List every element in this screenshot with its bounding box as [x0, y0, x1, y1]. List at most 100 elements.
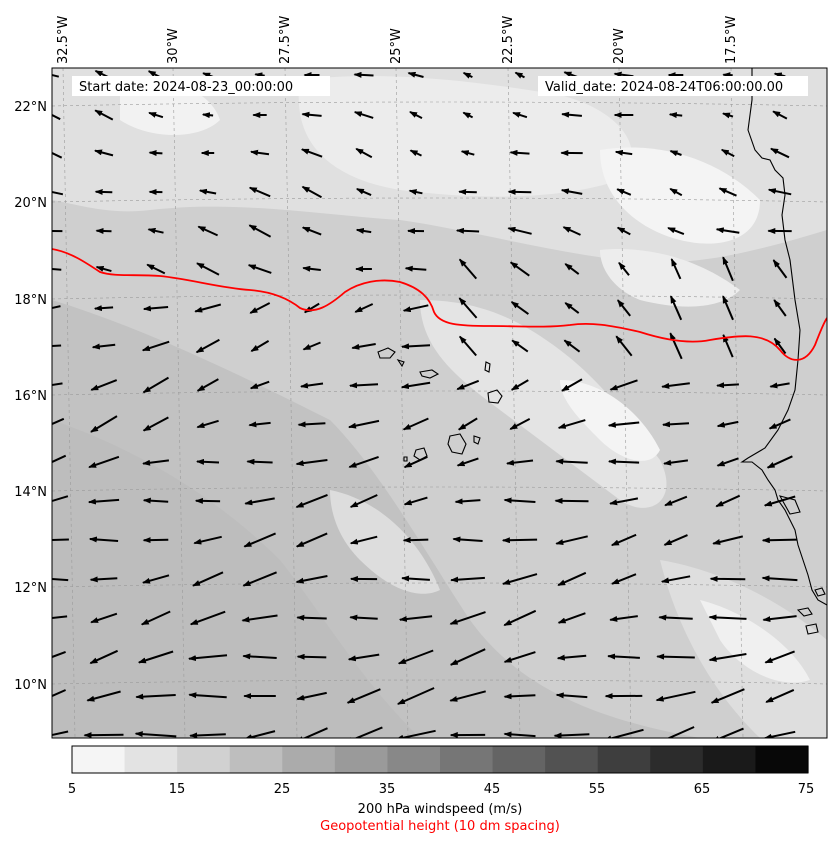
wind-arrow [563, 339, 581, 353]
meridian-line [62, 68, 76, 738]
wind-arrow [662, 421, 690, 428]
wind-arrow [142, 305, 169, 312]
wind-arrow [610, 533, 637, 547]
wind-arrow [52, 382, 63, 387]
wind-arrow [95, 227, 112, 234]
wind-arrow [449, 690, 486, 702]
wind-arrow [611, 573, 637, 585]
wind-arrow [302, 265, 321, 272]
wind-arrow [716, 457, 739, 467]
island-sao-vicente [396, 358, 405, 368]
wind-arrow [349, 535, 378, 545]
colorbar-frame [71, 745, 809, 774]
colorbar-swatch [492, 746, 546, 773]
lon-label: 22.5°W [501, 16, 516, 64]
graticule [52, 68, 827, 738]
wind-arrow [90, 379, 118, 391]
wind-arrow [763, 495, 796, 507]
wind-arrow [88, 536, 119, 543]
wind-arrow [449, 611, 486, 625]
wind-arrow [52, 417, 65, 426]
wind-arrow [142, 416, 169, 432]
wind-arrow [300, 148, 323, 158]
colorbar-swatch [702, 746, 757, 773]
wind-arrow [198, 188, 217, 195]
wind-arrow [511, 339, 529, 353]
wind-arrow [347, 653, 380, 662]
wind-arrow [86, 690, 121, 702]
wind-arrow [189, 610, 226, 626]
wind-arrow [89, 649, 119, 665]
wind-arrow [767, 188, 792, 196]
wind-arrow [715, 227, 740, 234]
wind-arrow [142, 376, 170, 394]
wind-arrow [609, 615, 638, 622]
wind-arrow [349, 382, 379, 389]
wind-arrow [773, 337, 787, 355]
wind-arrow [402, 537, 429, 544]
wind-arrow [708, 653, 747, 662]
wind-arrow [560, 188, 583, 195]
colorbar-swatch [229, 746, 283, 773]
colorbar-swatch [545, 746, 599, 773]
wind-arrow [720, 148, 735, 158]
wind-arrow [562, 226, 581, 236]
colorbar-swatch [440, 746, 494, 773]
wind-arrow [193, 535, 222, 545]
wind-arrow [242, 653, 277, 660]
colorbar-tick: 45 [484, 782, 501, 797]
wind-arrow [663, 534, 688, 546]
wind-arrow [607, 421, 640, 428]
wind-arrow [667, 226, 685, 236]
wind-arrow [301, 111, 322, 118]
wind-arrow [711, 727, 744, 738]
wind-arrow [89, 576, 118, 583]
wind-arrow [409, 111, 423, 119]
wind-vectors [52, 69, 798, 738]
wind-arrow [90, 612, 118, 624]
wind-arrow [52, 190, 64, 196]
wind-arrow [655, 690, 696, 702]
wind-arrow [52, 730, 69, 737]
wind-arrow [248, 186, 271, 198]
wind-arrow [407, 71, 424, 78]
meridian-line [172, 68, 186, 738]
wind-arrow [91, 343, 116, 350]
colorbar-swatch [597, 746, 651, 773]
wind-arrow [462, 111, 474, 119]
wind-arrow [397, 649, 434, 665]
wind-arrow [607, 458, 640, 465]
wind-arrow [502, 573, 538, 585]
wind-arrow [766, 455, 793, 469]
wind-arrow [561, 111, 582, 118]
wind-arrow [94, 109, 114, 121]
wind-arrow [718, 187, 737, 197]
map-frame [51, 67, 828, 739]
wind-arrow [458, 297, 478, 319]
lon-label: 30°W [166, 28, 181, 64]
map-panel [52, 68, 827, 738]
wind-arrow [510, 301, 529, 315]
wind-arrow [503, 693, 536, 700]
latitude-labels: 22°N 20°N 18°N 16°N 14°N 12°N 10°N [14, 100, 47, 693]
wind-arrow [555, 458, 588, 465]
wind-arrow [250, 149, 270, 156]
lat-label: 10°N [14, 678, 47, 693]
wind-arrow [196, 378, 219, 392]
africa-coastline [740, 68, 827, 606]
wind-arrow [148, 150, 163, 157]
parallel-line [52, 294, 827, 300]
wind-arrow [248, 224, 272, 238]
wind-arrow [242, 571, 277, 587]
wind-arrow [301, 226, 322, 236]
island-brava [403, 456, 408, 462]
wind-arrow [296, 653, 327, 660]
colorbar-swatch [177, 746, 231, 773]
lat-label: 20°N [14, 196, 47, 211]
wind-arrow [509, 149, 530, 156]
wind-arrow [355, 147, 373, 159]
wind-arrow [503, 651, 536, 663]
wind-arrow [396, 687, 435, 705]
wind-arrow [195, 338, 220, 354]
wind-arrow [609, 379, 638, 391]
